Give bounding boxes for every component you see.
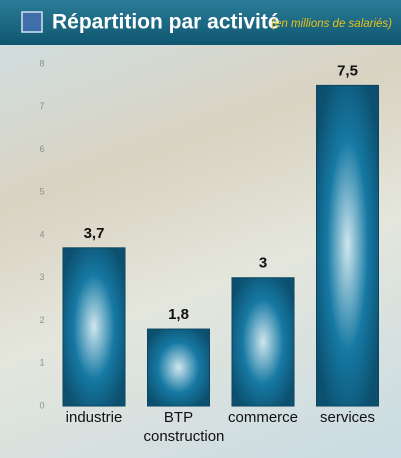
bar: [231, 277, 295, 407]
y-tick-label: 4: [39, 229, 44, 239]
value-label: 7,5: [337, 62, 358, 79]
y-tick-label: 0: [39, 400, 44, 410]
y-tick-label: 6: [39, 144, 44, 154]
y-tick-label: 3: [39, 272, 44, 282]
x-tick-label: services: [319, 409, 375, 426]
header-bar: [0, 0, 401, 45]
bar: [316, 84, 379, 407]
bar: [147, 328, 210, 407]
y-tick-label: 2: [39, 315, 44, 325]
x-tick-label: industrie: [65, 409, 123, 426]
chart-subtitle: (en millions de salariés): [271, 18, 392, 30]
chart-title: Répartition par activité: [52, 11, 280, 34]
value-label: 3,7: [84, 225, 105, 242]
bar: [62, 247, 126, 407]
x-tick-label: commerce: [227, 409, 298, 426]
value-label: 1,8: [168, 306, 189, 323]
y-tick-label: 5: [39, 187, 44, 197]
y-tick-label: 7: [39, 101, 44, 111]
x-tick-label: BTP construction: [143, 409, 225, 445]
y-tick-label: 1: [39, 358, 44, 368]
header-icon: [21, 11, 43, 33]
value-label: 3: [259, 255, 267, 272]
y-tick-label: 8: [39, 58, 44, 68]
